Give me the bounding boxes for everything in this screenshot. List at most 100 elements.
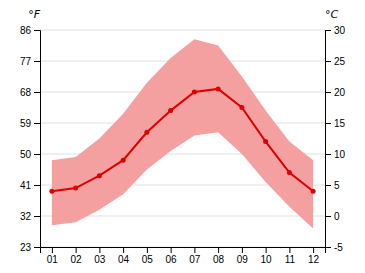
tick-mark	[99, 247, 100, 253]
tick-mark	[34, 123, 40, 124]
tick-mark	[171, 247, 172, 253]
tick-label: 10	[261, 254, 273, 265]
tick-mark	[52, 247, 53, 253]
y-axis-title: °C	[325, 8, 339, 21]
tick-mark	[194, 247, 195, 253]
marker	[216, 86, 221, 91]
plot-area: 010203040506070809101112-505101520253023…	[20, 8, 346, 265]
y2-axis-title: °F	[28, 8, 41, 21]
marker	[311, 189, 316, 194]
tick: 20	[325, 87, 346, 98]
axis-line	[41, 248, 326, 254]
marker	[168, 108, 173, 113]
tick-label: 01	[47, 254, 59, 265]
marker	[49, 189, 54, 194]
tick-mark	[34, 247, 40, 248]
tick-mark	[313, 247, 314, 253]
tick-label: 10	[334, 149, 346, 160]
tick-label: 30	[334, 25, 346, 36]
tick-label: 03	[94, 254, 106, 265]
tick-label: 20	[334, 87, 346, 98]
tick-mark	[34, 92, 40, 93]
tick: 12	[308, 247, 320, 265]
tick: 04	[118, 247, 130, 265]
tick: 59	[20, 118, 40, 129]
tick: 41	[20, 180, 40, 191]
tick-label: 50	[20, 149, 32, 160]
tick: 0	[325, 211, 340, 222]
band	[52, 39, 313, 228]
tick-mark	[34, 61, 40, 62]
marker	[73, 186, 78, 191]
tick-label: 68	[20, 87, 32, 98]
tick-mark	[242, 247, 243, 253]
grid-line	[40, 30, 325, 31]
x-axis: 010203040506070809101112	[41, 247, 326, 265]
tick: 25	[325, 56, 346, 67]
tick: 23	[20, 242, 40, 253]
tick-label: 41	[20, 180, 32, 191]
tick-mark	[34, 216, 40, 217]
tick: 86	[20, 25, 40, 36]
tick-label: 23	[20, 242, 32, 253]
axis-line	[326, 31, 332, 248]
tick-label: 08	[213, 254, 225, 265]
tick-label: 86	[20, 25, 32, 36]
tick: 15	[325, 118, 346, 129]
tick-label: 12	[308, 254, 320, 265]
tick-mark	[325, 123, 331, 124]
tick-label: 02	[71, 254, 83, 265]
tick-label: 04	[118, 254, 130, 265]
tick-label: 05	[142, 254, 154, 265]
tick-mark	[34, 154, 40, 155]
marker	[144, 130, 149, 135]
marker	[287, 170, 292, 175]
tick-mark	[34, 185, 40, 186]
tick: 10	[325, 149, 346, 160]
tick-label: 15	[334, 118, 346, 129]
marks	[49, 39, 315, 228]
tick-label: 77	[20, 56, 32, 67]
tick-label: 0	[334, 211, 340, 222]
tick-mark	[325, 92, 331, 93]
tick-label: 5	[334, 180, 340, 191]
tick: 10	[261, 247, 273, 265]
chart: 010203040506070809101112-505101520253023…	[0, 0, 365, 273]
tick: -5	[325, 242, 343, 253]
axis-line	[34, 31, 41, 248]
tick: 09	[237, 247, 249, 265]
tick-label: 11	[285, 254, 296, 265]
tick: 11	[285, 247, 296, 265]
line	[52, 89, 313, 191]
tick-label: 09	[237, 254, 249, 265]
grid	[40, 30, 325, 247]
tick-mark	[76, 247, 77, 253]
tick: 50	[20, 149, 40, 160]
tick-label: 59	[20, 118, 32, 129]
tick: 5	[325, 180, 340, 191]
marker	[121, 158, 126, 163]
tick-label: -5	[334, 242, 343, 253]
tick-mark	[34, 30, 40, 31]
tick-label: 32	[20, 211, 32, 222]
tick-mark	[325, 154, 331, 155]
marker	[263, 139, 268, 144]
marker	[239, 105, 244, 110]
tick-mark	[218, 247, 219, 253]
tick: 77	[20, 56, 40, 67]
tick-label: 07	[189, 254, 201, 265]
tick-mark	[266, 247, 267, 253]
tick-mark	[325, 30, 331, 31]
tick-mark	[123, 247, 124, 253]
tick: 02	[71, 247, 83, 265]
tick: 03	[94, 247, 106, 265]
tick: 32	[20, 211, 40, 222]
tick: 07	[189, 247, 201, 265]
tick: 01	[47, 247, 59, 265]
tick-mark	[325, 61, 331, 62]
y-axis: -5 0 5 10 15 20 25 30	[325, 25, 346, 253]
tick: 68	[20, 87, 40, 98]
tick-label: 25	[334, 56, 346, 67]
y2-axis: 23 32 41 50 59 68 77 86	[20, 25, 41, 253]
tick: 08	[213, 247, 225, 265]
